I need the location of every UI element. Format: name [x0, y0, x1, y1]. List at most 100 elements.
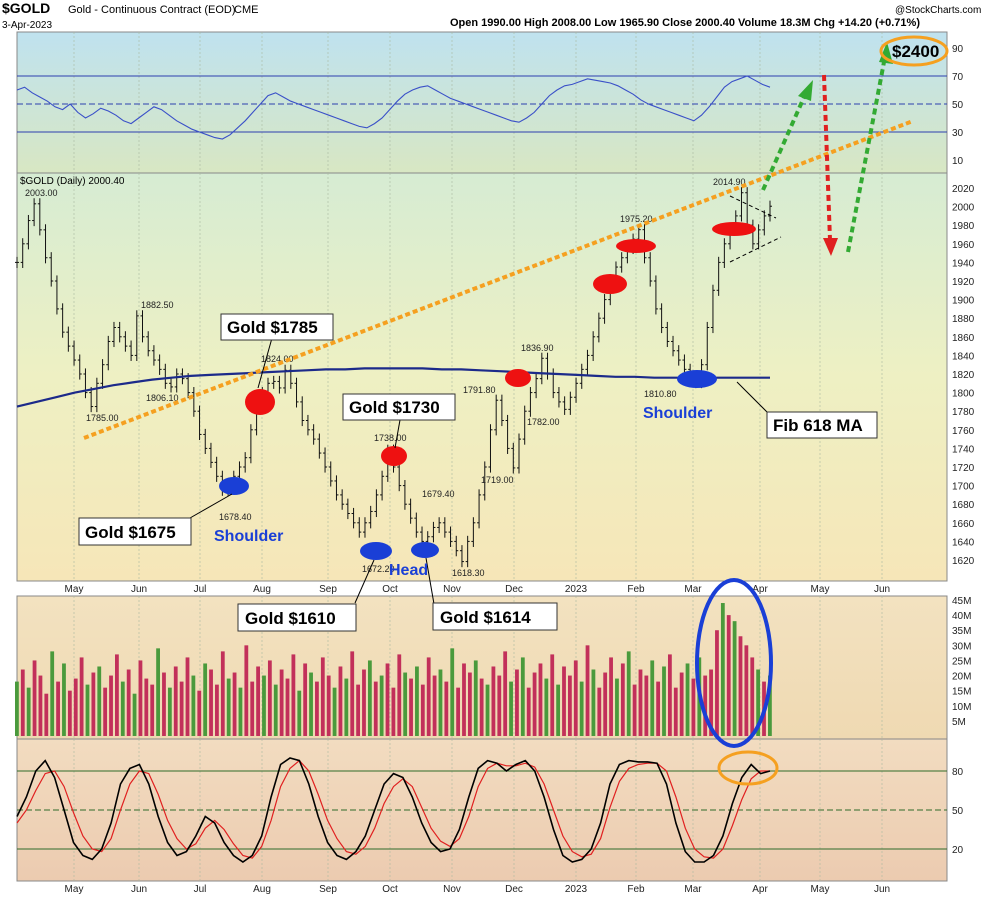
volume-bar [444, 681, 449, 736]
x-tick-label: Jun [131, 584, 147, 595]
volume-bar [73, 678, 78, 736]
volume-bar [315, 681, 319, 736]
price-tick: 1700 [952, 482, 975, 493]
price-annotation: 2003.00 [25, 188, 58, 198]
price-tick: 1620 [952, 556, 975, 567]
price-tick: 1780 [952, 407, 975, 418]
volume-tick: 40M [952, 611, 971, 622]
x-tick-label: Sep [319, 884, 337, 895]
volume-bar [573, 660, 578, 736]
volume-bar [620, 663, 625, 736]
volume-bar [332, 687, 337, 736]
volume-bar [44, 693, 49, 736]
volume-bar [662, 666, 666, 736]
red-marker [593, 274, 627, 294]
volume-bar [644, 675, 649, 736]
volume-bar [144, 678, 149, 736]
price-annotation: 1678.40 [219, 512, 252, 522]
volume-bar [303, 663, 308, 736]
head-label: Head [389, 562, 428, 579]
rsi-tick: 90 [952, 44, 964, 55]
volume-bar [597, 687, 602, 736]
target-label: $2400 [892, 42, 939, 61]
volume-bar [179, 681, 184, 736]
price-series [15, 187, 772, 568]
symbol: $GOLD [2, 0, 50, 16]
volume-bar [256, 666, 260, 736]
volume-bar [32, 660, 37, 736]
price-annotation: 1836.90 [521, 343, 554, 353]
price-tick: 1720 [952, 463, 975, 474]
volume-bar [285, 678, 290, 736]
volume-bar [115, 654, 119, 736]
volume-bar [326, 675, 331, 736]
volume-bar [356, 684, 361, 736]
red-marker [616, 239, 656, 253]
x-tick-label: Mar [684, 884, 702, 895]
fib-618-ma-line [16, 367, 770, 408]
x-tick-label: Dec [505, 584, 523, 595]
volume-bar [126, 669, 131, 736]
rsi-levels [17, 75, 947, 133]
volume-bar [415, 666, 419, 736]
price-tick: 1980 [952, 221, 975, 232]
neckline-trendline [83, 119, 914, 440]
volume-bar [479, 678, 484, 736]
volume-bar [409, 678, 413, 736]
volume-bar [450, 648, 455, 736]
x-tick-label: Dec [505, 884, 523, 895]
volume-bar [132, 693, 137, 736]
volume-bar [750, 657, 755, 736]
volume-bar [156, 648, 160, 736]
blue-marker [360, 542, 392, 560]
x-tick-label: May [65, 584, 84, 595]
price-tick: 2020 [952, 184, 975, 195]
volume-bar [203, 663, 208, 736]
price-tick: 1760 [952, 426, 975, 437]
volume-bar [615, 678, 619, 736]
volume-bar [685, 663, 690, 736]
price-tick: 2000 [952, 203, 975, 214]
volume-bar [56, 681, 60, 736]
x-tick-label: 2023 [565, 584, 588, 595]
volume-bar [456, 687, 461, 736]
volume-spike-circle [695, 578, 773, 748]
volume-bar [709, 669, 713, 736]
volume-bar [20, 669, 25, 736]
volume-bar [467, 672, 472, 736]
volume-tick: 35M [952, 626, 971, 637]
volume-bar [197, 690, 202, 736]
red-marker [245, 389, 275, 415]
volume-bar [438, 669, 443, 736]
volume-bar [503, 651, 508, 736]
volume-bar [650, 660, 655, 736]
volume-bar [679, 672, 684, 736]
volume-tick: 20M [952, 672, 971, 683]
x-tick-label: Oct [382, 884, 398, 895]
red-marker [712, 222, 756, 236]
price-annotation: 1810.80 [644, 389, 677, 399]
price-tick: 1740 [952, 444, 975, 455]
volume-bar [667, 654, 672, 736]
volume-bar [97, 666, 102, 736]
callout-gold-1610: Gold $1610 [237, 559, 375, 632]
shoulder-left-label: Shoulder [214, 528, 283, 545]
x-tick-label: 2023 [565, 884, 588, 895]
volume-bar [232, 672, 237, 736]
volume-bar [509, 681, 513, 736]
price-tick: 1660 [952, 519, 975, 530]
x-tick-label: Nov [443, 584, 461, 595]
volume-bar [120, 681, 125, 736]
x-tick-label: Jun [874, 584, 890, 595]
volume-bar [297, 690, 302, 736]
volume-bar [744, 645, 749, 736]
volume-bar [379, 675, 384, 736]
rsi-series-line [16, 75, 771, 140]
volume-bar [385, 663, 390, 736]
volume-bar [432, 675, 437, 736]
price-tick: 1860 [952, 333, 975, 344]
date: 3-Apr-2023 [2, 20, 52, 31]
stochastic-tick: 50 [952, 806, 964, 817]
volume-bar [50, 651, 55, 736]
volume-tick: 5M [952, 717, 966, 728]
